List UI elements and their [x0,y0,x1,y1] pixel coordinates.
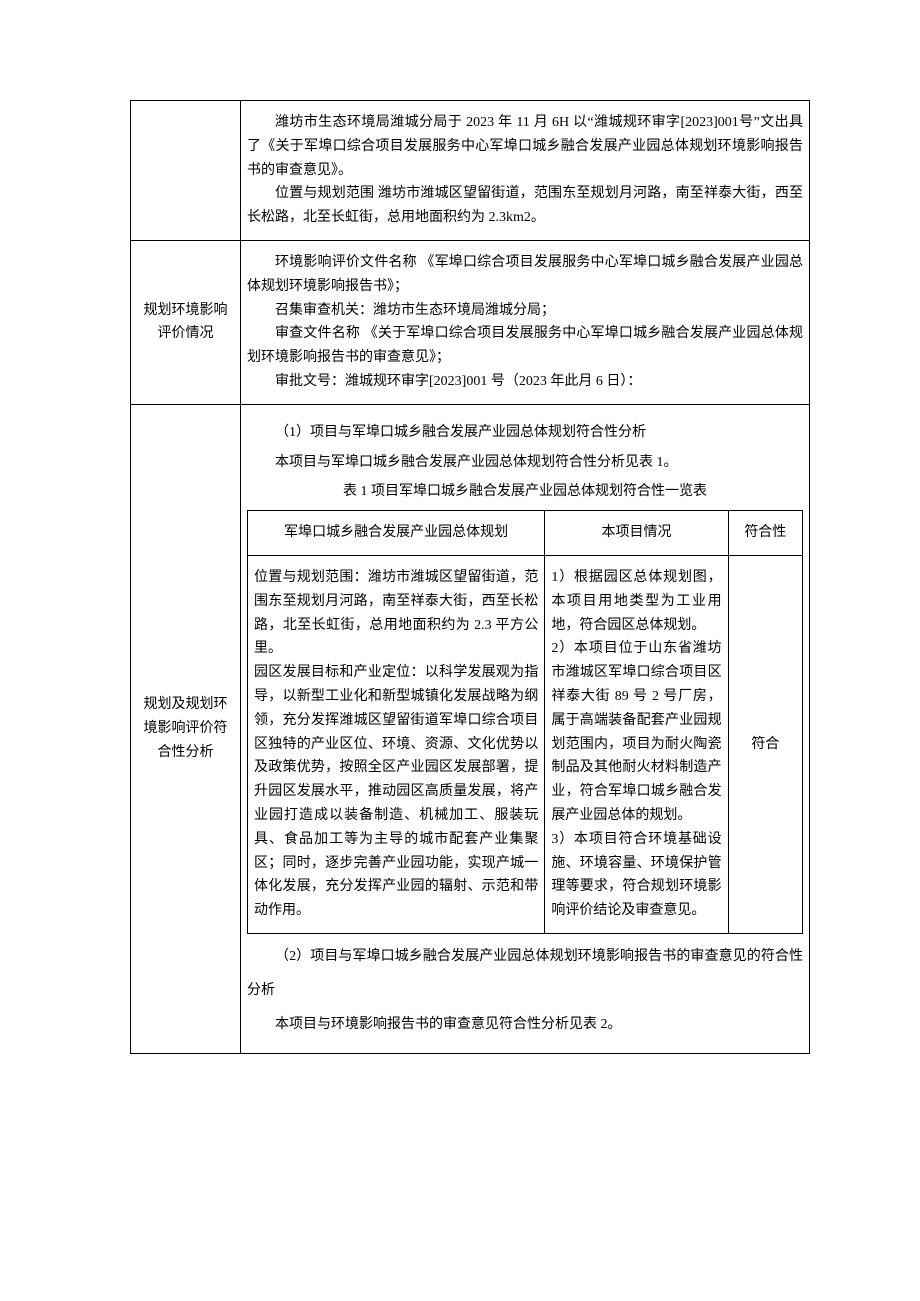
table-row: 规划及规划环境影响评价符合性分析 （1）项目与军埠口城乡融合发展产业园总体规划符… [131,404,810,1053]
row1-p1: 潍坊市生态环境局潍城分局于 2023 年 11 月 6H 以“潍城规环审字[20… [247,111,803,182]
inner-data-row: 位置与规划范围：潍坊市潍城区望留街道，范围东至规划月河路，南至祥泰大街，西至长松… [248,555,803,933]
inner-h2: 本项目情况 [545,511,728,556]
table-row: 潍坊市生态环境局潍城分局于 2023 年 11 月 6H 以“潍城规环审字[20… [131,101,810,241]
row3-content-cell: （1）项目与军埠口城乡融合发展产业园总体规划符合性分析 本项目与军埠口城乡融合发… [241,404,810,1053]
row3-label: 规划及规划环境影响评价符合性分析 [131,404,241,1053]
inner-table-1: 军埠口城乡融合发展产业园总体规划 本项目情况 符合性 位置与规划范围：潍坊市潍城… [247,510,803,934]
inner-c3: 符合 [728,555,802,933]
inner-c2: 1）根据园区总体规划图，本项目用地类型为工业用地，符合园区总体规划。 2）本项目… [545,555,728,933]
row2-p1: 环境影响评价文件名称 《军埠口综合项目发展服务中心军埠口城乡融合发展产业园总体规… [247,251,803,299]
row2-label: 规划环境影响评价情况 [131,240,241,404]
row2-p4: 审批文号：潍城规环审字[2023]001 号（2023 年此月 6 日）： [247,370,803,394]
sec2-title: （2）项目与军埠口城乡融合发展产业园总体规划环境影响报告书的审查意见的符合性分析 [247,940,803,1007]
row2-p3: 审查文件名称 《关于军埠口综合项目发展服务中心军埠口城乡融合发展产业园总体规划环… [247,322,803,370]
table-row: 规划环境影响评价情况 环境影响评价文件名称 《军埠口综合项目发展服务中心军埠口城… [131,240,810,404]
row1-label-cell [131,101,241,241]
row2-content-cell: 环境影响评价文件名称 《军埠口综合项目发展服务中心军埠口城乡融合发展产业园总体规… [241,240,810,404]
row1-content-cell: 潍坊市生态环境局潍城分局于 2023 年 11 月 6H 以“潍城规环审字[20… [241,101,810,241]
table1-caption: 表 1 项目军埠口城乡融合发展产业园总体规划符合性一览表 [247,480,803,504]
main-table: 潍坊市生态环境局潍城分局于 2023 年 11 月 6H 以“潍城规环审字[20… [130,100,810,1054]
inner-c1: 位置与规划范围：潍坊市潍城区望留街道，范围东至规划月河路，南至祥泰大街，西至长松… [248,555,545,933]
row1-p2: 位置与规划范围 潍坊市潍城区望留街道，范围东至规划月河路，南至祥泰大街，西至长松… [247,182,803,230]
inner-h1: 军埠口城乡融合发展产业园总体规划 [248,511,545,556]
inner-h3: 符合性 [728,511,802,556]
sec1-title: （1）项目与军埠口城乡融合发展产业园总体规划符合性分析 [247,421,803,445]
sec1-p1: 本项目与军埠口城乡融合发展产业园总体规划符合性分析见表 1。 [247,451,803,475]
inner-header-row: 军埠口城乡融合发展产业园总体规划 本项目情况 符合性 [248,511,803,556]
row2-p2: 召集审查机关：潍坊市生态环境局潍城分局； [247,299,803,323]
sec2-p1: 本项目与环境影响报告书的审查意见符合性分析见表 2。 [247,1013,803,1037]
